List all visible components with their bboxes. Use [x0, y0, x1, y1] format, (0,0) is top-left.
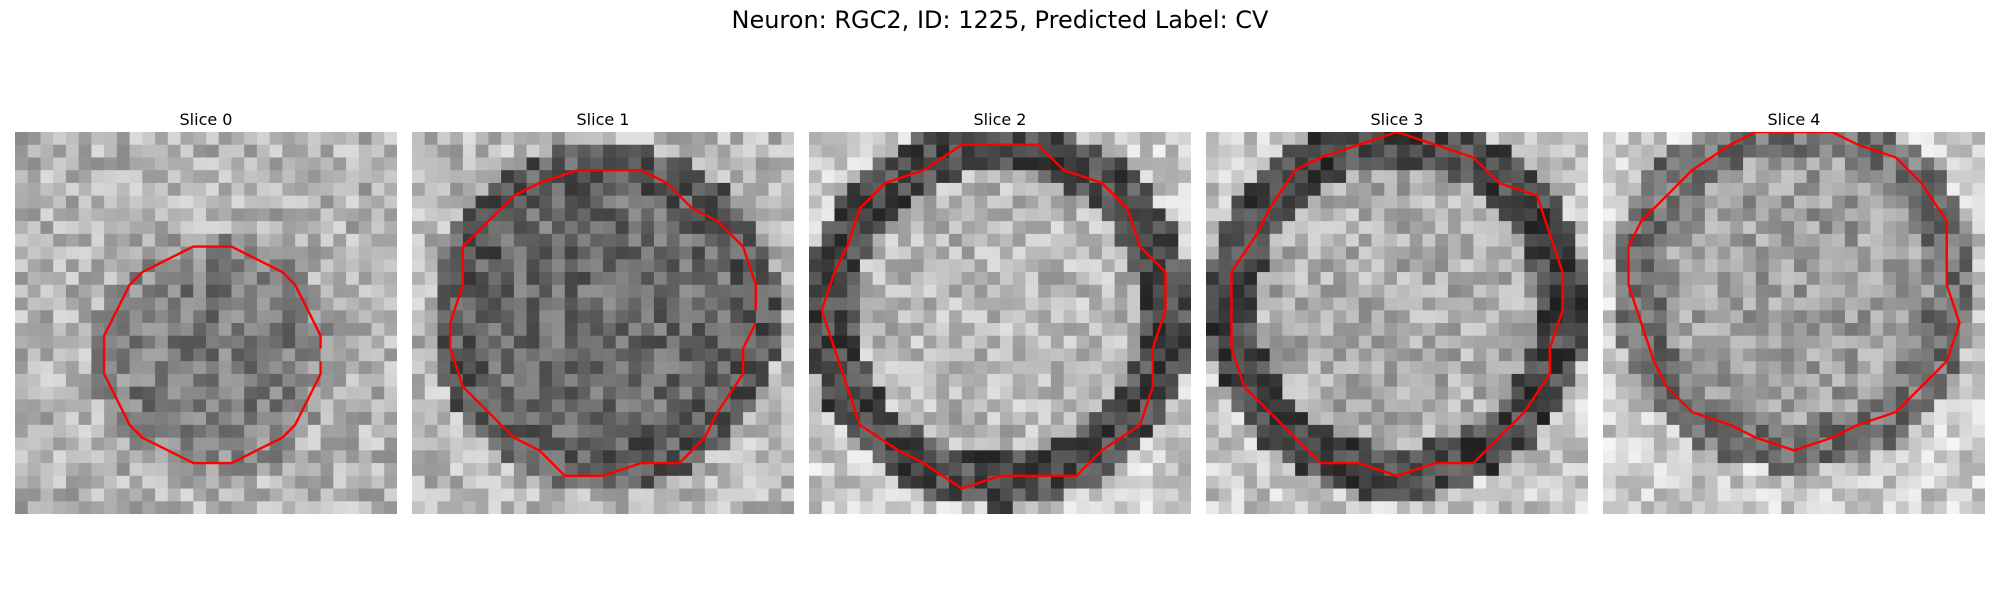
slice-image-0 [15, 132, 397, 514]
slice-image-3 [1206, 132, 1588, 514]
slice-title-2: Slice 2 [973, 110, 1027, 129]
slice-title-4: Slice 4 [1767, 110, 1821, 129]
slice-panel-2: Slice 2 [809, 108, 1191, 514]
slice-title-1: Slice 1 [576, 110, 630, 129]
slice-image-2 [809, 132, 1191, 514]
cell-contour [102, 245, 322, 465]
slice-micrograph [1603, 132, 1985, 514]
slice-panels: Slice 0 Slice 1 Slice 2 Slice 3 Slice 4 [15, 108, 1985, 514]
slice-panel-1: Slice 1 [412, 108, 794, 514]
figure-title: Neuron: RGC2, ID: 1225, Predicted Label:… [731, 6, 1269, 34]
slice-title-3: Slice 3 [1370, 110, 1424, 129]
slice-panel-3: Slice 3 [1206, 108, 1588, 514]
slice-panel-4: Slice 4 [1603, 108, 1985, 514]
cell-contour [1627, 132, 1961, 452]
cell-contour [820, 143, 1167, 490]
slice-micrograph [809, 132, 1191, 514]
slice-micrograph [1206, 132, 1588, 514]
slice-micrograph [412, 132, 794, 514]
slice-micrograph [15, 132, 397, 514]
slice-image-4 [1603, 132, 1985, 514]
cell-contour [1230, 132, 1564, 478]
cell-contour [449, 169, 757, 477]
slice-title-0: Slice 0 [179, 110, 233, 129]
slice-image-1 [412, 132, 794, 514]
slice-panel-0: Slice 0 [15, 108, 397, 514]
